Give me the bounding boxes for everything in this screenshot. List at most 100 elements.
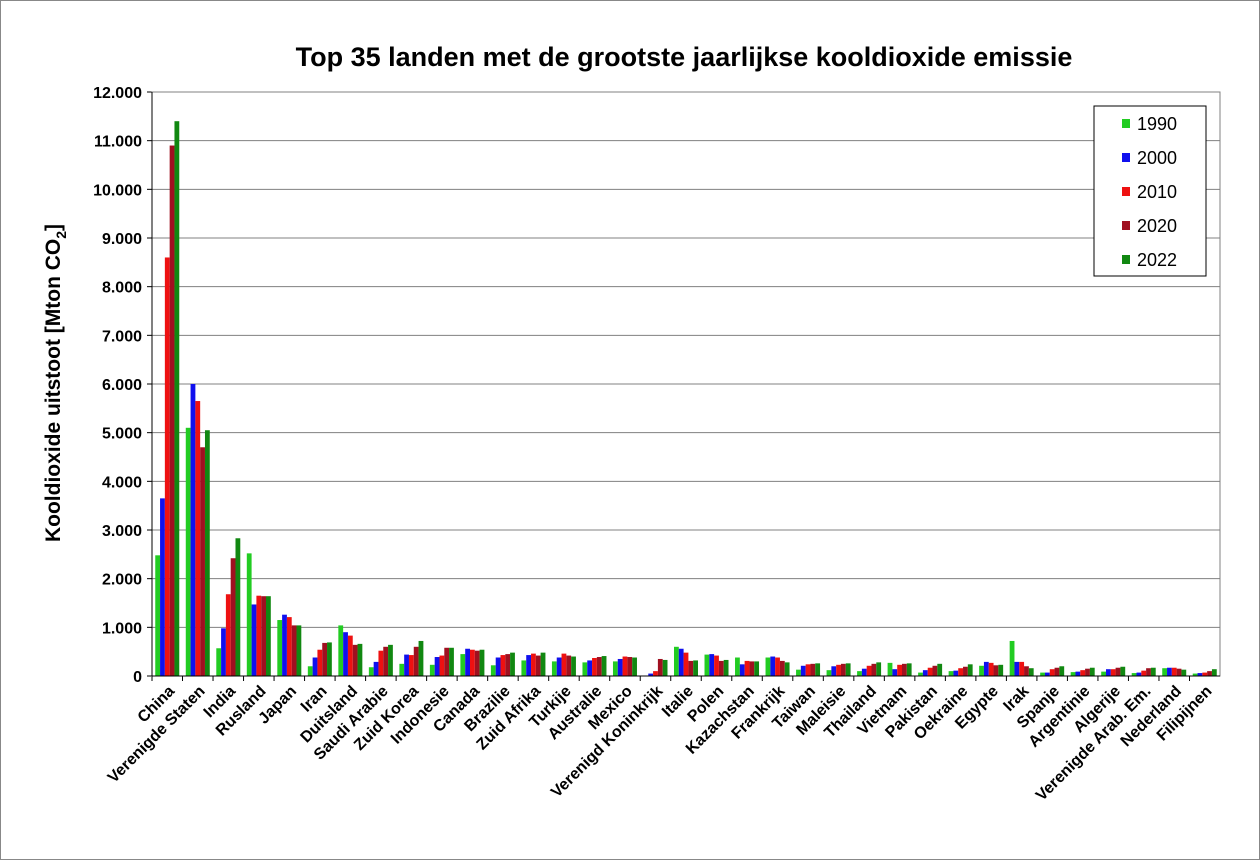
bar [470,649,475,676]
bar [1202,672,1208,676]
bar [531,653,536,676]
bar [927,667,933,676]
legend-swatch [1122,187,1130,196]
bar [164,257,170,676]
bar [1115,667,1121,676]
bar [1120,666,1126,676]
bar [739,664,745,676]
bar [582,662,588,676]
bar [204,430,210,676]
bar [718,660,724,676]
bar [378,650,384,676]
bar [155,555,161,676]
bar [815,663,821,676]
bar [429,664,435,676]
legend-swatch [1122,119,1130,128]
bar [261,596,266,676]
bar [169,145,175,676]
y-tick-label: 11.000 [94,134,142,151]
bar [357,643,363,676]
y-tick-label: 6.000 [102,377,142,394]
bar [540,652,546,676]
bar [571,656,576,676]
bar [627,657,633,676]
bar [918,672,923,676]
bar [617,658,623,676]
bar [1059,666,1065,676]
bar [988,662,994,676]
bar [1024,666,1029,676]
bar [932,665,938,676]
bar [1171,667,1177,676]
bar [200,447,205,676]
y-tick-label: 5.000 [102,426,142,443]
bar [174,121,180,676]
bar [993,665,999,676]
bar [490,665,496,676]
bar [327,642,332,676]
bar [612,661,618,676]
y-tick-label: 9.000 [102,231,142,248]
chart-title: Top 35 landen met de grootste jaarlijkse… [296,42,1073,72]
bar [744,660,750,676]
bar [561,653,567,676]
bar [810,663,816,676]
bar [779,660,785,676]
bar [1075,671,1081,676]
bar [1085,668,1090,676]
bar [1110,669,1116,676]
bar [704,654,710,676]
legend-label: 2000 [1137,148,1177,168]
bar [566,655,572,676]
bar [521,660,527,676]
bar [479,649,485,676]
bar [963,666,968,676]
bar [338,625,344,676]
y-tick-label: 7.000 [102,328,142,345]
y-axis-label-end: ] [42,224,65,231]
bar [902,663,907,676]
bar [840,663,846,676]
bar [979,665,984,676]
bar [892,669,898,676]
bar [887,662,893,676]
bar [601,656,607,676]
bar [500,655,506,676]
y-tick-label: 1.000 [102,620,142,637]
bar [1044,672,1050,676]
bar [587,660,593,676]
y-tick-label: 0 [133,669,142,686]
legend-label: 2022 [1137,250,1177,270]
bar [1028,668,1034,676]
bar [683,652,689,676]
bar [1089,667,1095,676]
bar [765,657,771,676]
bar [408,655,414,676]
bar [216,648,222,676]
bar [826,670,832,676]
bar [1009,640,1015,676]
bar [831,666,837,676]
bar [291,625,297,676]
bar [784,662,790,676]
bar [1054,667,1060,676]
bar [1040,672,1045,676]
bar [282,614,287,676]
legend: 1990 2000 2010 2020 2022 [1093,105,1207,277]
legend-swatch [1122,221,1130,230]
bar [709,654,715,676]
bar [922,670,928,676]
bar [937,663,943,676]
bar [266,596,271,676]
bar [648,673,654,676]
bar [714,655,719,676]
bar [688,660,694,676]
bar [1150,667,1156,676]
bar [526,655,532,676]
bar [352,644,358,676]
y-tick-label: 4.000 [102,474,142,491]
bar [662,659,668,676]
